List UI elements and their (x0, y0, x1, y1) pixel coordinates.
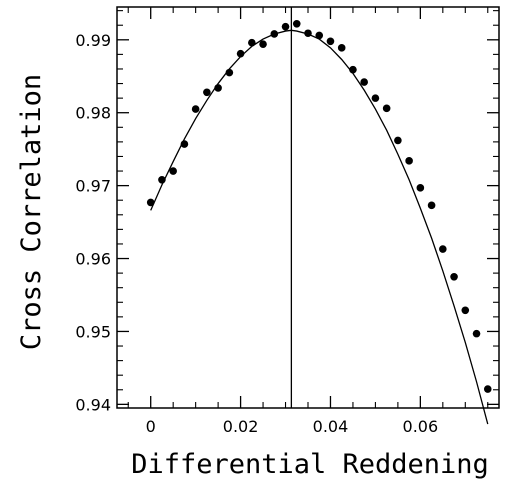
data-point (248, 38, 256, 47)
data-point (483, 385, 492, 393)
y-tick-label: 0.94 (75, 395, 111, 414)
data-point (382, 104, 391, 113)
x-tick-label: 0.06 (403, 417, 439, 436)
y-tick-label: 0.95 (75, 322, 111, 341)
data-point (416, 184, 425, 192)
y-tick-label: 0.96 (75, 250, 111, 269)
data-point (225, 68, 234, 77)
data-point (371, 94, 380, 102)
data-point (270, 30, 279, 38)
data-point (461, 306, 470, 315)
data-point (146, 198, 155, 207)
data-point (472, 329, 481, 338)
y-tick-label: 0.98 (75, 104, 111, 123)
y-axis-label: Cross Correlation (16, 74, 47, 350)
tick-labels: 0 0.02 0.04 0.06 0.94 0.95 0.96 0.97 0.98 0.99 (75, 31, 438, 436)
data-points (146, 19, 492, 393)
x-tick-label: 0.02 (223, 417, 259, 436)
data-point (315, 31, 324, 40)
data-point (427, 201, 436, 210)
axis-ticks (117, 7, 499, 408)
x-tick-label: 0 (146, 417, 156, 436)
data-point (292, 19, 301, 28)
data-point (450, 272, 458, 281)
data-point (203, 88, 211, 97)
plot-frame (116, 6, 500, 409)
y-tick-label: 0.97 (75, 177, 111, 196)
data-point (214, 84, 222, 92)
data-point (405, 157, 413, 165)
data-point (169, 167, 177, 175)
data-point (394, 136, 402, 145)
y-tick-label: 0.99 (75, 31, 111, 50)
data-point (360, 78, 368, 86)
fit-curve (150, 29, 489, 425)
data-point (304, 29, 312, 38)
x-axis-label: Differential Reddening (131, 449, 489, 479)
data-point (180, 140, 189, 148)
data-point (236, 49, 245, 58)
data-point (259, 40, 267, 48)
data-point (349, 65, 357, 74)
x-tick-label: 0.04 (313, 417, 349, 436)
data-point (281, 22, 290, 31)
data-point (326, 37, 335, 46)
data-point (439, 245, 447, 253)
data-point (191, 105, 200, 113)
data-point (158, 175, 166, 184)
data-point (337, 44, 346, 52)
